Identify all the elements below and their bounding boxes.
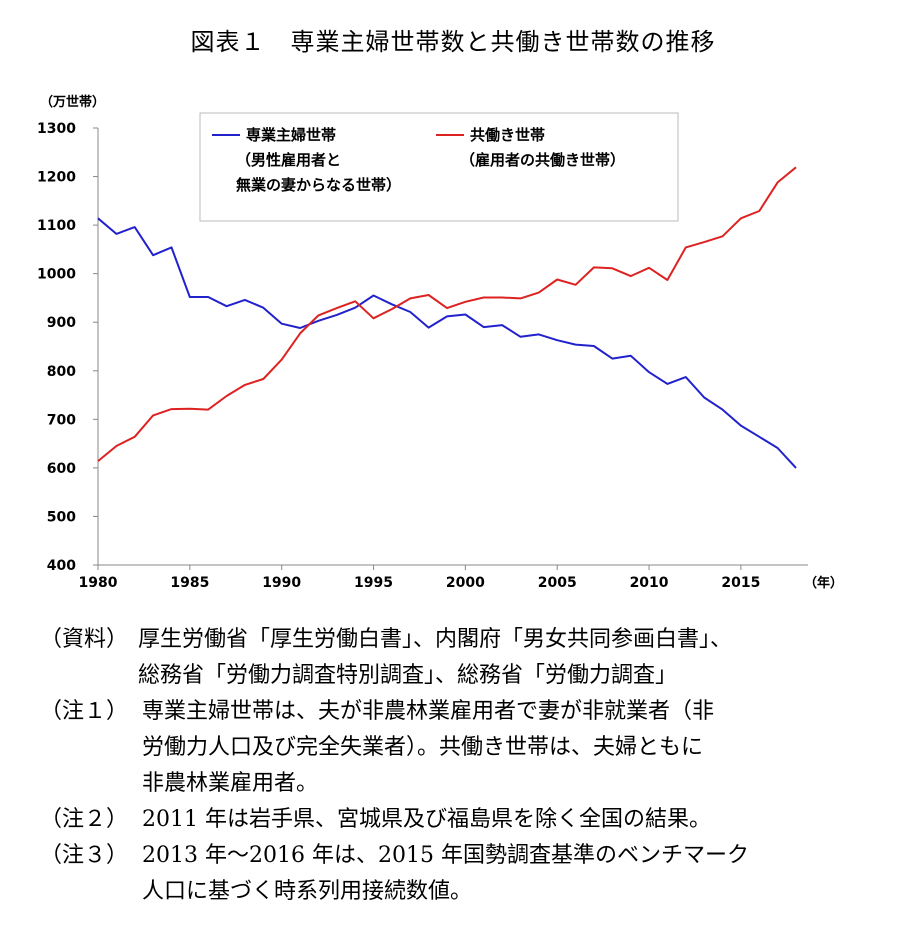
note-label: （資料）: [40, 627, 129, 652]
notes: （資料） 厚生労働省「厚生労働白書」、内閣府「男女共同参画白書」、 総務省「労働…: [40, 622, 880, 910]
note-line: 人口に基づく時系列用接続数値。: [142, 879, 473, 904]
note-line: 総務省「労働力調査特別調査」、総務省「労働力調査」: [138, 663, 678, 688]
series-line-dual-income: [97, 166, 797, 462]
note-body: 専業主婦世帯は、夫が非農林業雇用者で妻が非就業者（非 労働力人口及び完全失業者）…: [142, 694, 880, 802]
note-line: 専業主婦世帯は、夫が非農林業雇用者で妻が非就業者（非: [142, 699, 715, 724]
legend-label: （雇用者の共働き世帯）: [460, 151, 625, 169]
y-tick-label: 600: [47, 461, 76, 477]
note-line: 労働力人口及び完全失業者）。共働き世帯は、夫婦ともに: [142, 735, 704, 760]
x-tick-label: 1995: [354, 575, 393, 591]
note-line: 非農林業雇用者。: [142, 771, 319, 796]
y-tick-label: 500: [47, 509, 76, 525]
note-source: （資料） 厚生労働省「厚生労働白書」、内閣府「男女共同参画白書」、 総務省「労働…: [40, 622, 880, 694]
note-body: 2011 年は岩手県、宮城県及び福島県を除く全国の結果。: [142, 802, 880, 838]
y-tick-label: 1200: [37, 170, 76, 186]
note-label: （注１）: [40, 699, 129, 724]
chart-axes: 400 500 600 700 800 900 1000 1100 1200 1300 1980 19…: [37, 94, 843, 591]
x-tick-label: 1980: [79, 575, 118, 591]
note-body: 厚生労働省「厚生労働白書」、内閣府「男女共同参画白書」、 総務省「労働力調査特別…: [138, 622, 880, 694]
y-tick-label: 400: [47, 558, 76, 574]
note-body: 2013 年～2016 年は、2015 年国勢調査基準のベンチマーク 人口に基づ…: [142, 838, 880, 910]
x-tick-label: 2010: [630, 575, 669, 591]
x-tick-label: 2015: [721, 575, 760, 591]
y-axis-unit-label: （万世帯）: [40, 94, 105, 110]
x-tick-label: 1990: [262, 575, 301, 591]
legend-box: [199, 112, 679, 222]
note-line: 2011 年は岩手県、宮城県及び福島県を除く全国の結果。: [142, 807, 711, 832]
chart-series: [97, 166, 797, 469]
note-label: （注３）: [40, 843, 129, 868]
y-tick-label: 1000: [37, 267, 76, 283]
legend-label: 無業の妻からなる世帯）: [236, 176, 401, 194]
note-line: 厚生労働省「厚生労働白書」、内閣府「男女共同参画白書」、: [138, 627, 733, 652]
note-1: （注１） 専業主婦世帯は、夫が非農林業雇用者で妻が非就業者（非 労働力人口及び完…: [40, 694, 880, 802]
x-tick-label: 2005: [538, 575, 577, 591]
y-tick-label: 1100: [37, 218, 76, 234]
legend-label: （男性雇用者と: [236, 151, 341, 169]
x-tick-label: 1985: [170, 575, 209, 591]
note-2: （注２） 2011 年は岩手県、宮城県及び福島県を除く全国の結果。: [40, 802, 880, 838]
y-tick-label: 800: [47, 364, 76, 380]
y-tick-label: 1300: [37, 121, 76, 137]
legend-label: 専業主婦世帯: [246, 126, 336, 144]
x-tick-label: 2000: [446, 575, 485, 591]
note-line: 2013 年～2016 年は、2015 年国勢調査基準のベンチマーク: [142, 843, 749, 868]
note-3: （注３） 2013 年～2016 年は、2015 年国勢調査基準のベンチマーク …: [40, 838, 880, 910]
y-tick-label: 700: [47, 412, 76, 428]
legend-label: 共働き世帯: [470, 126, 545, 144]
y-tick-label: 900: [47, 315, 76, 331]
line-chart: 400 500 600 700 800 900 1000 1100 1200 1300 1980 19…: [37, 94, 843, 591]
figure-title: 図表１ 専業主婦世帯数と共働き世帯数の推移: [190, 28, 716, 56]
note-label: （注２）: [40, 807, 129, 832]
x-axis-unit-label: （年）: [804, 575, 843, 591]
series-line-housewife: [97, 217, 797, 469]
